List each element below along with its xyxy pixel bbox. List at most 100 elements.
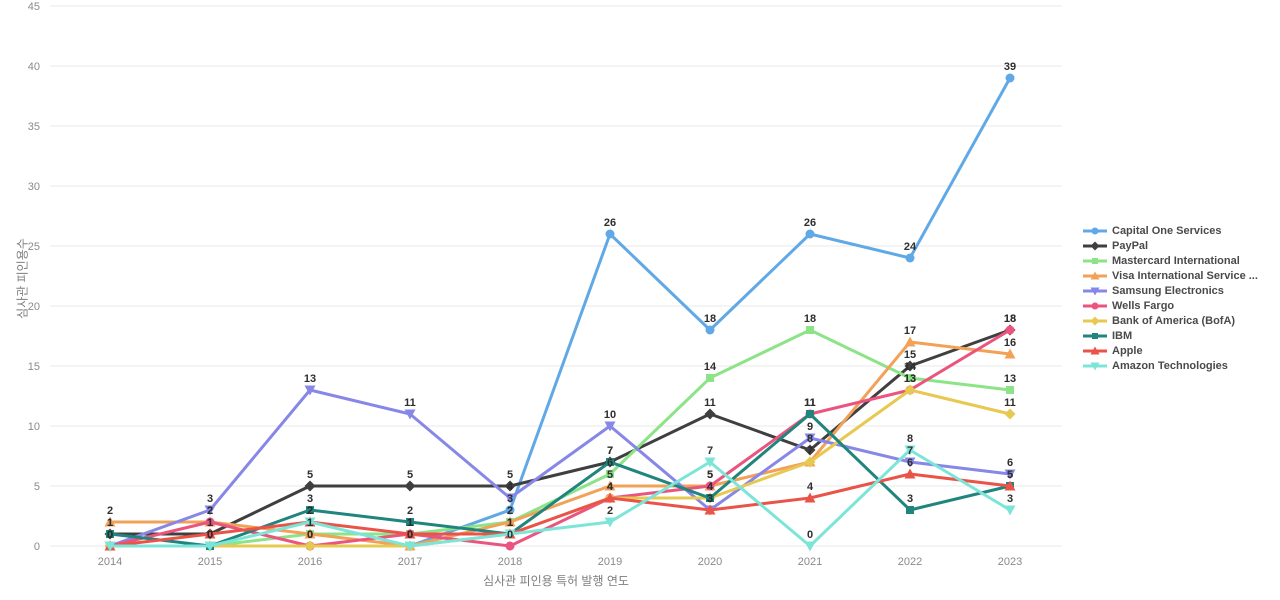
point-capital-one-services-2021[interactable] (805, 229, 815, 239)
point-samsung-electronics-2022[interactable] (904, 457, 916, 468)
legend-item-apple[interactable]: Apple (1083, 343, 1258, 358)
x-axis-title: 심사관 피인용 특허 발행 연도 (483, 574, 629, 588)
legend-item-samsung-electronics[interactable]: Samsung Electronics (1083, 283, 1258, 298)
point-amazon-technologies-2017[interactable] (404, 541, 416, 552)
point-amazon-technologies-2014[interactable] (104, 541, 116, 552)
point-amazon-technologies-2019[interactable] (604, 517, 616, 528)
point-visa-international-service-2022[interactable] (904, 336, 916, 347)
point-paypal-2021[interactable] (804, 444, 816, 456)
svg-text:1: 1 (107, 517, 113, 529)
legend-item-label: PayPal (1112, 239, 1149, 252)
svg-text:5: 5 (507, 469, 513, 481)
point-ibm-2021[interactable] (806, 410, 814, 418)
point-ibm-2022[interactable] (906, 506, 914, 514)
legend-item-amazon-technologies[interactable]: Amazon Technologies (1083, 358, 1258, 373)
point-ibm-2020[interactable] (706, 494, 714, 502)
legend-item-label: Wells Fargo (1112, 299, 1175, 312)
point-ibm-2017[interactable] (406, 518, 414, 526)
svg-text:7: 7 (907, 445, 913, 457)
point-visa-international-service-2018[interactable] (504, 516, 516, 527)
point-apple-2015[interactable] (204, 528, 216, 539)
svg-text:6: 6 (907, 457, 913, 469)
point-capital-one-services-2018[interactable] (505, 505, 515, 515)
point-mastercard-international-2021[interactable] (806, 326, 814, 334)
point-paypal-2020[interactable] (704, 408, 716, 420)
point-ibm-2014[interactable] (106, 530, 114, 538)
svg-text:1: 1 (207, 517, 213, 529)
svg-text:26: 26 (604, 217, 616, 229)
legend-item-visa-international-service[interactable]: Visa International Service ... (1083, 268, 1258, 283)
point-bank-of-america-bofa-2021[interactable] (804, 456, 816, 468)
point-mastercard-international-2019[interactable] (606, 470, 614, 478)
point-ibm-2019[interactable] (606, 458, 614, 466)
point-amazon-technologies-2016[interactable] (304, 517, 316, 528)
point-visa-international-service-2016[interactable] (304, 528, 316, 539)
point-apple-2023[interactable] (1004, 480, 1016, 491)
point-capital-one-services-2020[interactable] (705, 325, 715, 335)
point-visa-international-service-2019[interactable] (604, 480, 616, 491)
svg-text:10: 10 (28, 421, 40, 433)
svg-text:16: 16 (1004, 337, 1016, 349)
point-amazon-technologies-2020[interactable] (704, 457, 716, 468)
point-samsung-electronics-2019[interactable] (604, 421, 616, 432)
point-samsung-electronics-2015[interactable] (204, 505, 216, 516)
legend-item-capital-one-services[interactable]: Capital One Services (1083, 223, 1258, 238)
svg-text:0: 0 (107, 529, 113, 541)
legend-marker-icon (1083, 241, 1107, 250)
svg-text:17: 17 (904, 325, 916, 337)
point-mastercard-international-2022[interactable] (906, 374, 914, 382)
point-visa-international-service-2023[interactable] (1004, 348, 1016, 359)
legend-item-wells-fargo[interactable]: Wells Fargo (1083, 298, 1258, 313)
point-paypal-2016[interactable] (304, 480, 316, 492)
point-apple-2019[interactable] (604, 492, 616, 503)
point-apple-2021[interactable] (804, 492, 816, 503)
point-amazon-technologies-2022[interactable] (904, 445, 916, 456)
point-capital-one-services-2019[interactable] (605, 229, 615, 239)
point-wells-fargo-2018[interactable] (505, 541, 515, 551)
point-paypal-2022[interactable] (904, 360, 916, 372)
point-amazon-technologies-2021[interactable] (804, 541, 816, 552)
point-wells-fargo-2023[interactable] (1005, 325, 1015, 335)
legend-item-ibm[interactable]: IBM (1083, 328, 1258, 343)
legend-item-paypal[interactable]: PayPal (1083, 238, 1258, 253)
point-samsung-electronics-2018[interactable] (504, 493, 516, 504)
svg-text:5: 5 (707, 469, 713, 481)
point-samsung-electronics-2016[interactable] (304, 385, 316, 396)
svg-text:1: 1 (307, 517, 313, 529)
point-amazon-technologies-2023[interactable] (1004, 505, 1016, 516)
point-mastercard-international-2023[interactable] (1006, 386, 1014, 394)
point-apple-2020[interactable] (704, 504, 716, 515)
svg-text:3: 3 (1007, 493, 1013, 505)
point-samsung-electronics-2021[interactable] (804, 433, 816, 444)
point-ibm-2016[interactable] (306, 506, 314, 514)
svg-text:0: 0 (107, 529, 113, 541)
svg-text:13: 13 (1004, 373, 1016, 385)
svg-text:10: 10 (604, 409, 616, 421)
y-axis-title: 심사관 피인용수 (15, 238, 30, 319)
point-wells-fargo-2020[interactable] (705, 481, 715, 491)
point-samsung-electronics-2017[interactable] (404, 409, 416, 420)
legend-item-bank-of-america-bofa[interactable]: Bank of America (BofA) (1083, 313, 1258, 328)
point-bank-of-america-bofa-2023[interactable] (1004, 408, 1016, 420)
point-capital-one-services-2022[interactable] (905, 253, 915, 263)
svg-text:20: 20 (28, 301, 40, 313)
point-capital-one-services-2023[interactable] (1005, 73, 1015, 83)
point-visa-international-service-2014[interactable] (104, 516, 116, 527)
legend: Capital One Services PayPal Mastercard Int… (1083, 223, 1258, 373)
point-apple-2022[interactable] (904, 468, 916, 479)
point-amazon-technologies-2018[interactable] (504, 529, 516, 540)
point-samsung-electronics-2023[interactable] (1004, 469, 1016, 480)
point-wells-fargo-2015[interactable] (205, 517, 215, 527)
point-paypal-2017[interactable] (404, 480, 416, 492)
point-apple-2017[interactable] (404, 528, 416, 539)
point-paypal-2018[interactable] (504, 480, 516, 492)
point-bank-of-america-bofa-2016[interactable] (304, 540, 316, 552)
svg-text:15: 15 (904, 349, 916, 361)
point-mastercard-international-2020[interactable] (706, 374, 714, 382)
point-bank-of-america-bofa-2022[interactable] (904, 384, 916, 396)
point-amazon-technologies-2015[interactable] (204, 541, 216, 552)
legend-item-mastercard-international[interactable]: Mastercard International (1083, 253, 1258, 268)
